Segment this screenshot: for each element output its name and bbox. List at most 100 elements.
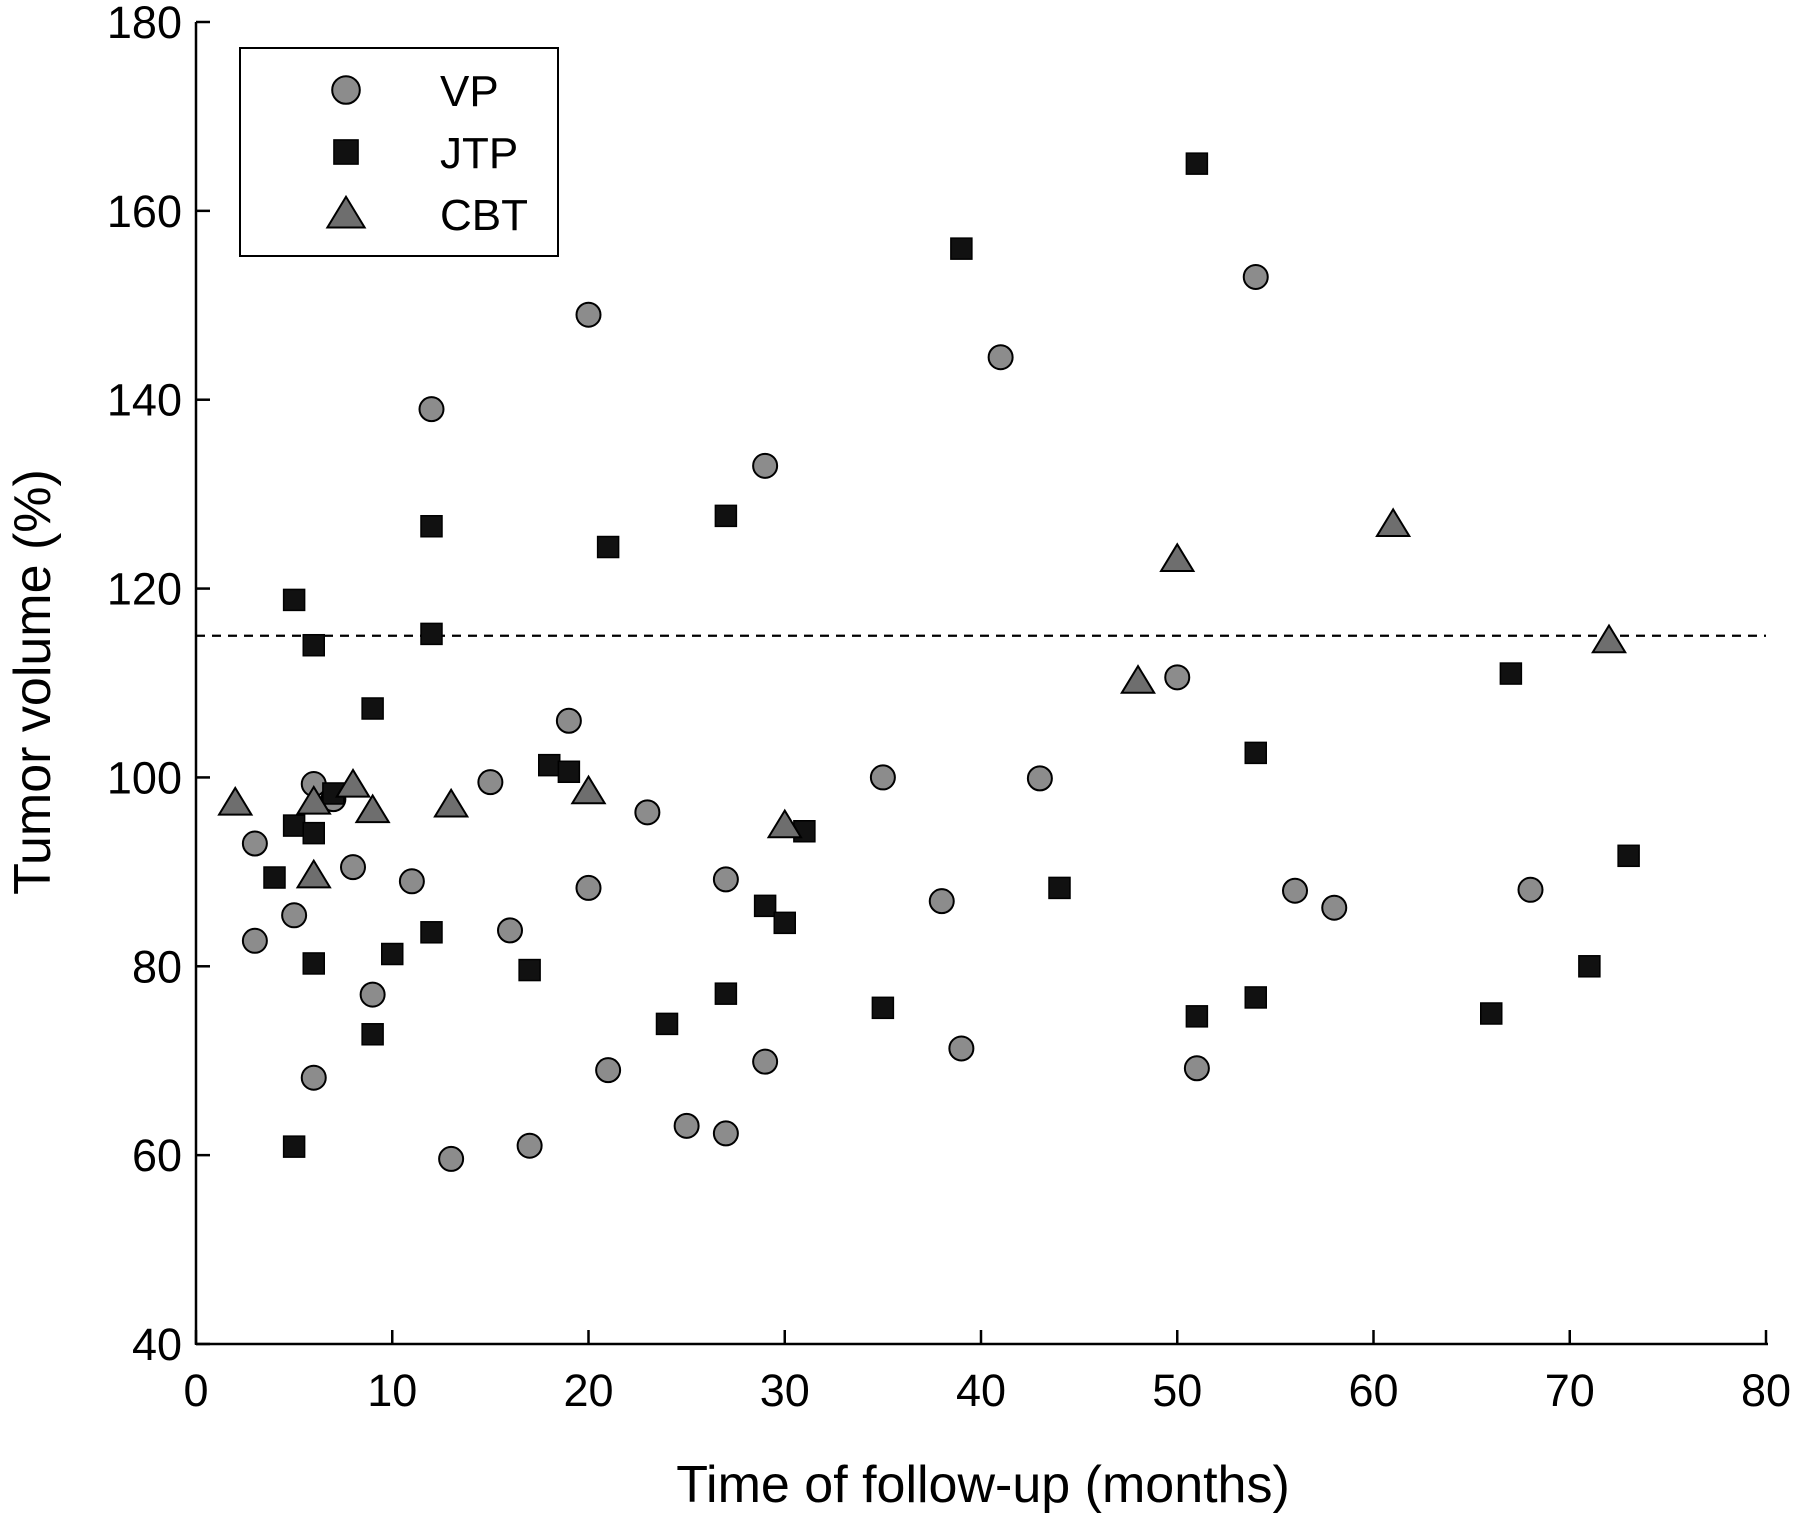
point-jtp bbox=[302, 952, 325, 975]
axes: 0 10 20 30 40 50 60 70 80 40 60 80 100 120 140 160 180 bbox=[107, 0, 1791, 1416]
point-jtp bbox=[1048, 876, 1071, 900]
point-cbt bbox=[354, 793, 391, 824]
point-cbt bbox=[1120, 664, 1156, 694]
point-vp bbox=[634, 799, 661, 826]
point-jtp bbox=[282, 1135, 306, 1158]
point-vp bbox=[869, 764, 896, 791]
point-jtp bbox=[871, 996, 895, 1020]
y-tick-label: 80 bbox=[132, 941, 182, 992]
point-jtp bbox=[1244, 741, 1267, 765]
point-jtp bbox=[420, 514, 443, 538]
point-cbt bbox=[570, 774, 607, 805]
legend-label-vp: VP bbox=[440, 67, 499, 116]
point-vp bbox=[1282, 877, 1308, 904]
point-vp bbox=[477, 769, 504, 796]
point-vp bbox=[1164, 664, 1191, 691]
point-vp bbox=[516, 1132, 543, 1159]
point-jtp bbox=[950, 237, 973, 260]
point-vp bbox=[281, 902, 308, 929]
y-tick-label: 40 bbox=[132, 1319, 182, 1370]
point-vp bbox=[1183, 1055, 1210, 1082]
point-vp bbox=[340, 854, 366, 881]
y-tick-label: 180 bbox=[107, 0, 182, 48]
point-vp bbox=[241, 830, 268, 857]
point-cbt bbox=[766, 808, 803, 839]
point-vp bbox=[1026, 765, 1053, 792]
point-jtp bbox=[1480, 1002, 1503, 1025]
point-jtp bbox=[1244, 986, 1267, 1009]
x-tick-label: 50 bbox=[1152, 1365, 1202, 1416]
legend-marker-jtp bbox=[333, 139, 359, 165]
y-tick-label: 140 bbox=[107, 375, 182, 426]
y-tick-label: 100 bbox=[107, 752, 182, 803]
legend-marker-cbt bbox=[325, 194, 367, 229]
point-cbt bbox=[1375, 507, 1412, 538]
legend-label-jtp: JTP bbox=[440, 129, 518, 178]
point-jtp bbox=[361, 697, 384, 720]
point-vp bbox=[438, 1145, 465, 1172]
point-jtp bbox=[420, 921, 443, 944]
x-tick-label: 10 bbox=[367, 1365, 417, 1416]
point-vp bbox=[1242, 263, 1269, 290]
point-vp bbox=[398, 868, 425, 895]
x-tick-label: 20 bbox=[563, 1365, 613, 1416]
point-jtp bbox=[557, 760, 581, 784]
point-jtp bbox=[1617, 844, 1640, 868]
point-vp bbox=[1321, 894, 1348, 921]
point-jtp bbox=[361, 1023, 384, 1046]
point-cbt bbox=[1159, 542, 1196, 572]
point-vp bbox=[712, 1120, 739, 1147]
point-jtp bbox=[263, 866, 286, 889]
x-tick-label: 0 bbox=[183, 1365, 208, 1416]
point-jtp bbox=[282, 814, 306, 837]
point-vp bbox=[712, 866, 739, 893]
x-tick-label: 40 bbox=[956, 1365, 1006, 1416]
point-jtp bbox=[282, 588, 306, 612]
x-tick-label: 60 bbox=[1348, 1365, 1398, 1416]
point-vp bbox=[418, 396, 445, 423]
point-jtp bbox=[1499, 662, 1523, 685]
point-jtp bbox=[1578, 955, 1601, 978]
point-jtp bbox=[518, 958, 541, 982]
legend-label-cbt: CBT bbox=[440, 191, 528, 240]
point-jtp bbox=[302, 821, 325, 845]
y-tick-label: 60 bbox=[132, 1130, 182, 1181]
point-cbt bbox=[217, 785, 254, 816]
point-vp bbox=[359, 981, 386, 1008]
point-vp bbox=[241, 927, 268, 954]
point-vp bbox=[300, 1064, 327, 1091]
legend-box bbox=[239, 47, 559, 257]
data-points bbox=[217, 152, 1640, 1172]
point-vp bbox=[752, 452, 779, 479]
x-tick-label: 30 bbox=[760, 1365, 810, 1416]
x-tick-label: 70 bbox=[1545, 1365, 1595, 1416]
legend-marker-vp bbox=[331, 75, 361, 105]
point-cbt bbox=[1591, 623, 1627, 654]
point-vp bbox=[555, 707, 582, 734]
x-tick-label: 80 bbox=[1741, 1365, 1791, 1416]
point-cbt bbox=[433, 787, 470, 818]
y-tick-label: 120 bbox=[107, 564, 182, 615]
point-jtp bbox=[773, 911, 796, 935]
legend: VP JTP CBT bbox=[239, 47, 559, 257]
point-jtp bbox=[1185, 1005, 1209, 1028]
x-axis-label: Time of follow-up (months) bbox=[676, 1456, 1290, 1514]
point-jtp bbox=[1185, 152, 1209, 175]
point-vp bbox=[987, 344, 1014, 371]
point-jtp bbox=[538, 753, 561, 777]
point-vp bbox=[928, 888, 955, 915]
point-jtp bbox=[753, 894, 777, 918]
point-jtp bbox=[596, 535, 620, 559]
point-vp bbox=[595, 1057, 622, 1084]
point-jtp bbox=[714, 982, 738, 1005]
point-jtp bbox=[302, 633, 325, 657]
point-vp bbox=[1517, 876, 1544, 903]
point-cbt bbox=[295, 785, 332, 815]
y-tick-label: 160 bbox=[107, 186, 182, 237]
point-vp bbox=[673, 1112, 700, 1139]
point-vp bbox=[575, 874, 602, 901]
point-cbt bbox=[335, 768, 371, 798]
point-jtp bbox=[381, 942, 404, 966]
point-jtp bbox=[420, 622, 443, 646]
